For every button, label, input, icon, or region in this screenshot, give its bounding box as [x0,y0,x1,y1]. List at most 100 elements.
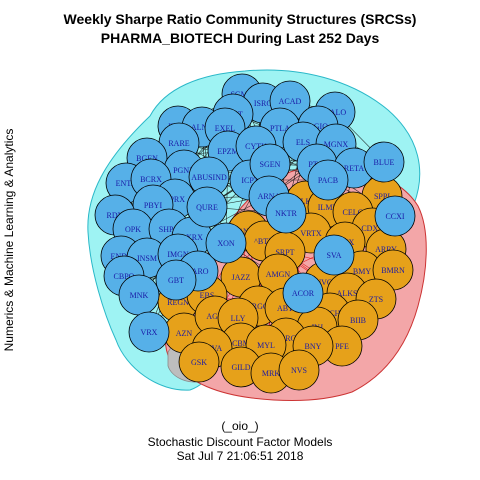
node-label: LXRX [181,233,203,242]
node-label: GILD [231,363,250,372]
node-label: ALNY [191,123,213,132]
node-label: PRGO [247,302,269,311]
node-label: SVA [327,251,342,260]
node-label: VRX [141,328,158,337]
node-label: RARE [168,139,189,148]
node-gsk: GSK [178,341,220,383]
network-nodes: SPPIALKNILMNCELGCDXSVRTXAMXARRYBMYBMRN^N… [94,73,416,394]
node-label: ICPT [241,176,258,185]
node-nktr: NKTR [265,192,307,234]
node-label: CBM [232,339,250,348]
node-label: CBPO [114,272,135,281]
chart-title-line-2: PHARMA_BIOTECH During Last 252 Days [100,30,380,46]
node-label: LLY [231,314,246,323]
node-label: ELS [296,138,310,147]
node-label: PACB [318,176,338,185]
node-pacb: PACB [307,159,349,201]
node-label: AZN [176,329,193,338]
node-label: AMGN [266,270,291,279]
node-label: ACOR [292,289,315,298]
node-label: XON [217,239,235,248]
node-label: NVS [291,366,307,375]
node-label: JAZZ [232,273,251,282]
node-label: BMRN [381,266,405,275]
node-circle [128,311,170,353]
node-label: SPPI [374,192,390,201]
node-label: SGMO [230,90,253,99]
node-label: SRPT [275,248,294,257]
node-label: RETA [344,164,364,173]
node-label: GBT [168,276,184,285]
node-label: HALO [324,108,346,117]
node-circle [374,195,416,237]
node-label: IMGN [167,250,189,259]
node-label: QURE [196,203,218,212]
node-label: AGIO [308,122,328,131]
node-label: ZTS [369,295,383,304]
node-label: BLUE [374,158,395,167]
node-label: BGEN [136,154,158,163]
node-label: BIIB [350,316,366,325]
footer-line-3: Sat Jul 7 21:06:51 2018 [176,449,304,463]
node-label: CYTK [245,142,267,151]
node-label: ABT [277,304,293,313]
node-label: ILMN [318,203,339,212]
node-label: VRTX [300,229,322,238]
node-label: PGNX [173,166,195,175]
node-label: ACAD [279,97,302,106]
node-circle [307,159,349,201]
node-label: EBS [200,291,215,300]
node-label: ALKS [337,289,358,298]
node-xon: XON [205,222,247,264]
node-label: ALKN [295,197,317,206]
node-label: MRK [262,369,280,378]
node-label: ARNA [258,192,281,201]
node-label: TARO [187,267,208,276]
node-label: BCRX [140,175,162,184]
node-circle [205,222,247,264]
node-gbt: GBT [155,259,197,301]
node-circle [313,234,355,276]
node-label: ARRY [375,245,397,254]
footer-line-2: Stochastic Discount Factor Models [147,435,333,449]
node-label: NKTR [275,209,297,218]
node-label: BMY [353,267,371,276]
node-circle [178,341,220,383]
node-circle [155,259,197,301]
node-label: SGEN [260,160,281,169]
node-label: MNK [130,291,149,300]
node-label: PFE [335,342,349,351]
node-circle [265,192,307,234]
node-vrx: VRX [128,311,170,353]
node-label: ABUSIND [191,173,227,182]
node-label: MYL [257,341,275,350]
node-label: CDXS [361,224,382,233]
node-ccxi: CCXI [374,195,416,237]
node-blue: BLUE [363,141,405,183]
node-label: EPZM [217,147,238,156]
node-label: ^DRG [276,334,297,343]
node-label: GSK [191,358,207,367]
node-nvs: NVS [278,349,320,391]
node-label: CCXI [385,212,404,221]
node-label: NVO [315,278,333,287]
chart-title-line-1: Weekly Sharpe Ratio Community Structures… [63,11,417,27]
node-label: PBYI [144,201,163,210]
node-circle [282,272,324,314]
node-label: MGNX [324,140,349,149]
footer-line-1: (_oio_) [221,419,259,433]
node-label: INSM [137,254,157,263]
node-label: FPRX [165,195,185,204]
node-label: ^BTK [254,237,274,246]
node-circle [278,349,320,391]
node-acor: ACOR [282,272,324,314]
node-circle [186,186,228,228]
node-label: BNY [305,342,322,351]
node-mnk: MNK [118,274,160,316]
node-label: PTLA [270,124,290,133]
node-label: RDY [107,211,124,220]
node-qure: QURE [186,186,228,228]
node-label: REGN [167,298,189,307]
node-label: CELG [343,208,364,217]
